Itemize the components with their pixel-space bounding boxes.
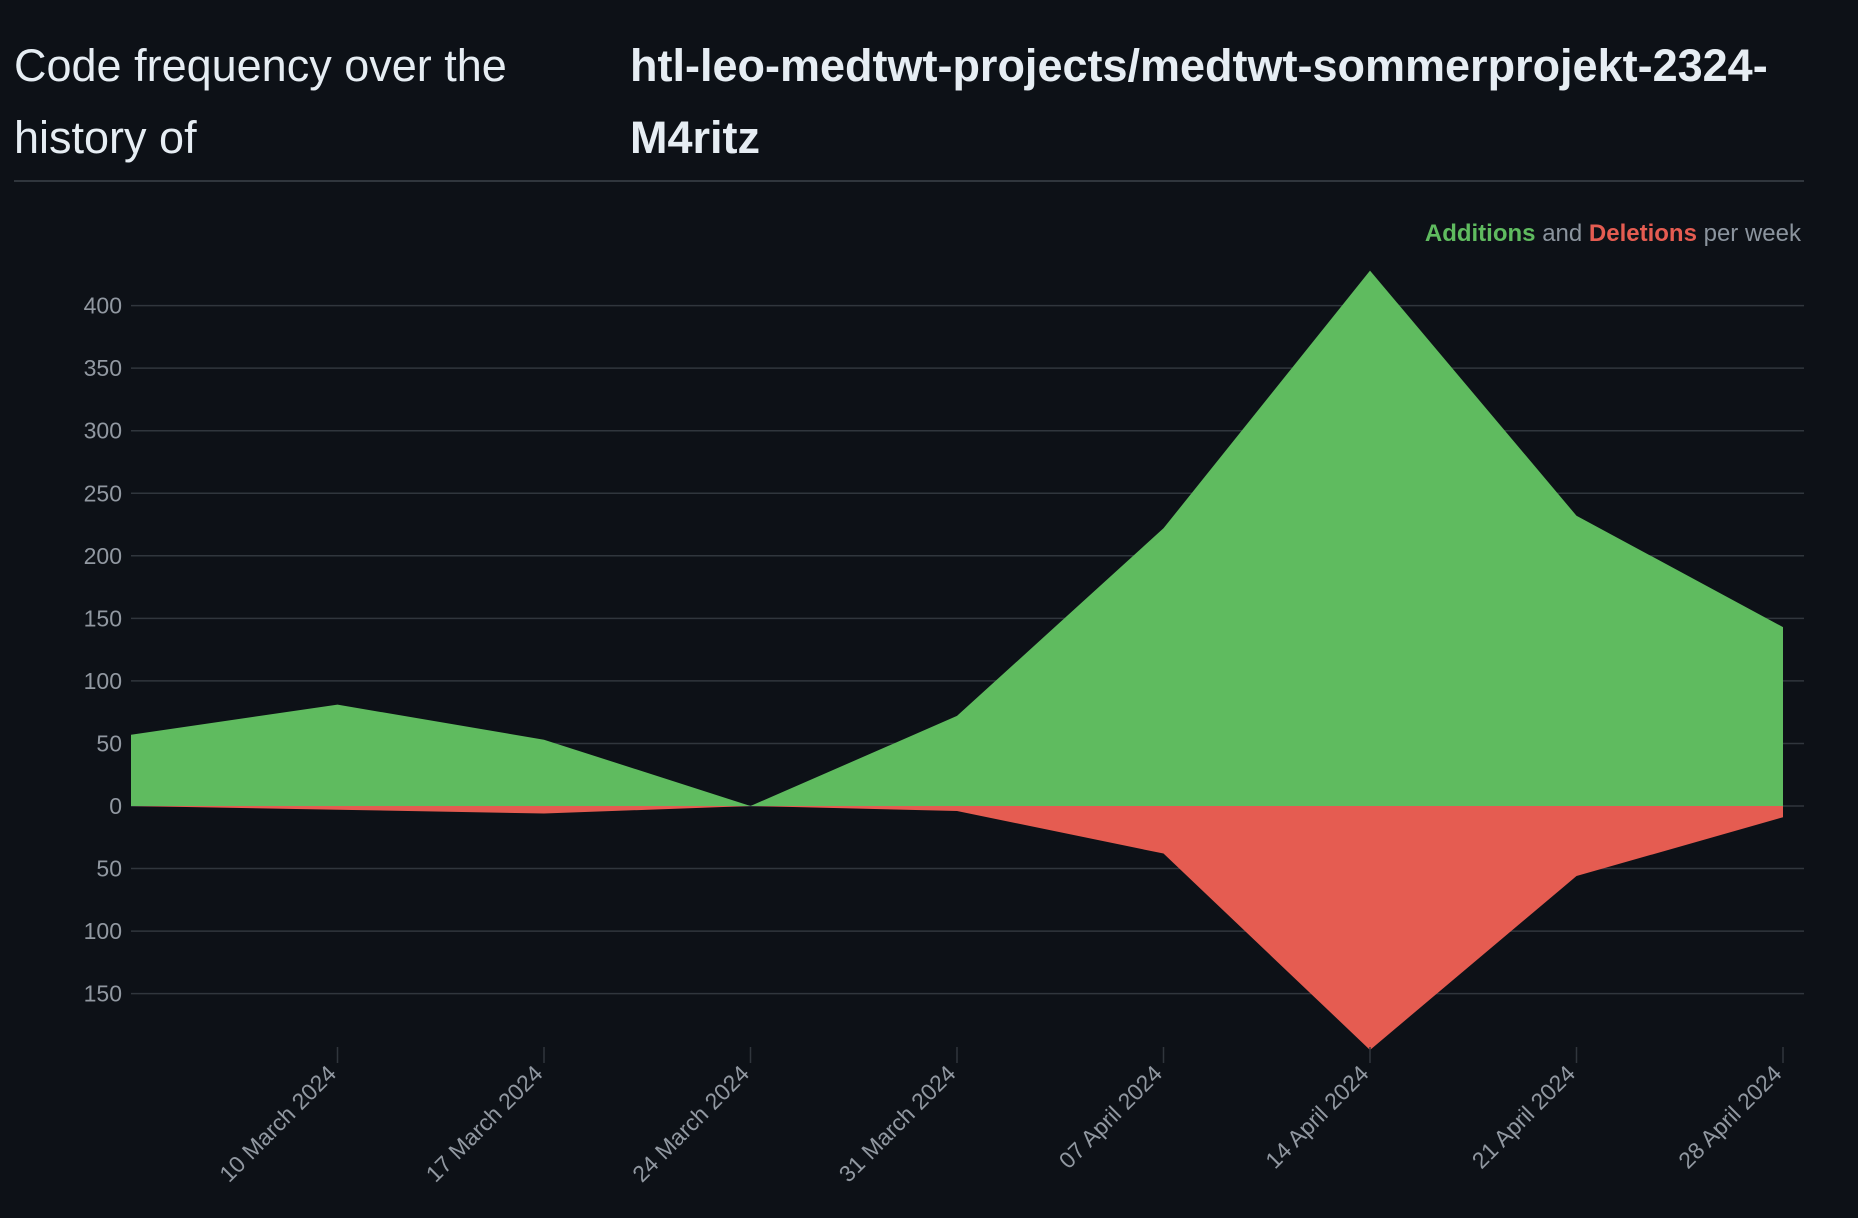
x-tick-label: 10 March 2024 [214, 1060, 341, 1187]
repository-name: htl-leo-medtwt-projects/medtwt-sommerpro… [630, 40, 1768, 163]
page-title-prefix: Code frequency over the history of [14, 40, 507, 163]
x-tick-label: 28 April 2024 [1673, 1060, 1786, 1173]
x-tick-label: 07 April 2024 [1054, 1060, 1167, 1173]
x-tick-label: 17 March 2024 [421, 1060, 548, 1187]
legend-suffix: per week [1703, 220, 1801, 247]
y-tick-label: 100 [84, 918, 122, 944]
x-tick-label: 31 March 2024 [834, 1060, 961, 1187]
y-tick-label: 350 [84, 355, 122, 381]
deletions-area [131, 806, 1783, 1050]
y-tick-label: 250 [84, 480, 122, 506]
legend-and: and [1542, 220, 1583, 247]
y-tick-label: 400 [84, 293, 122, 319]
additions-area [131, 270, 1783, 806]
y-tick-label: 0 [109, 793, 122, 819]
y-tick-label: 150 [84, 605, 122, 631]
x-tick-label: 21 April 2024 [1467, 1060, 1580, 1173]
y-tick-label: 50 [96, 730, 122, 756]
page-header: Code frequency over the history of htl-l… [14, 20, 1804, 182]
legend-additions: Additions [1424, 220, 1536, 247]
chart-legend: Additions and Deletions per week [1425, 220, 1801, 248]
x-tick-label: 24 March 2024 [627, 1060, 754, 1187]
y-tick-label: 100 [84, 668, 122, 694]
legend-deletions: Deletions [1588, 220, 1697, 247]
y-tick-label: 50 [96, 856, 122, 882]
y-tick-label: 200 [84, 543, 122, 569]
y-tick-label: 300 [84, 418, 122, 444]
y-tick-label: 150 [84, 981, 122, 1007]
x-tick-label: 14 April 2024 [1260, 1060, 1373, 1173]
